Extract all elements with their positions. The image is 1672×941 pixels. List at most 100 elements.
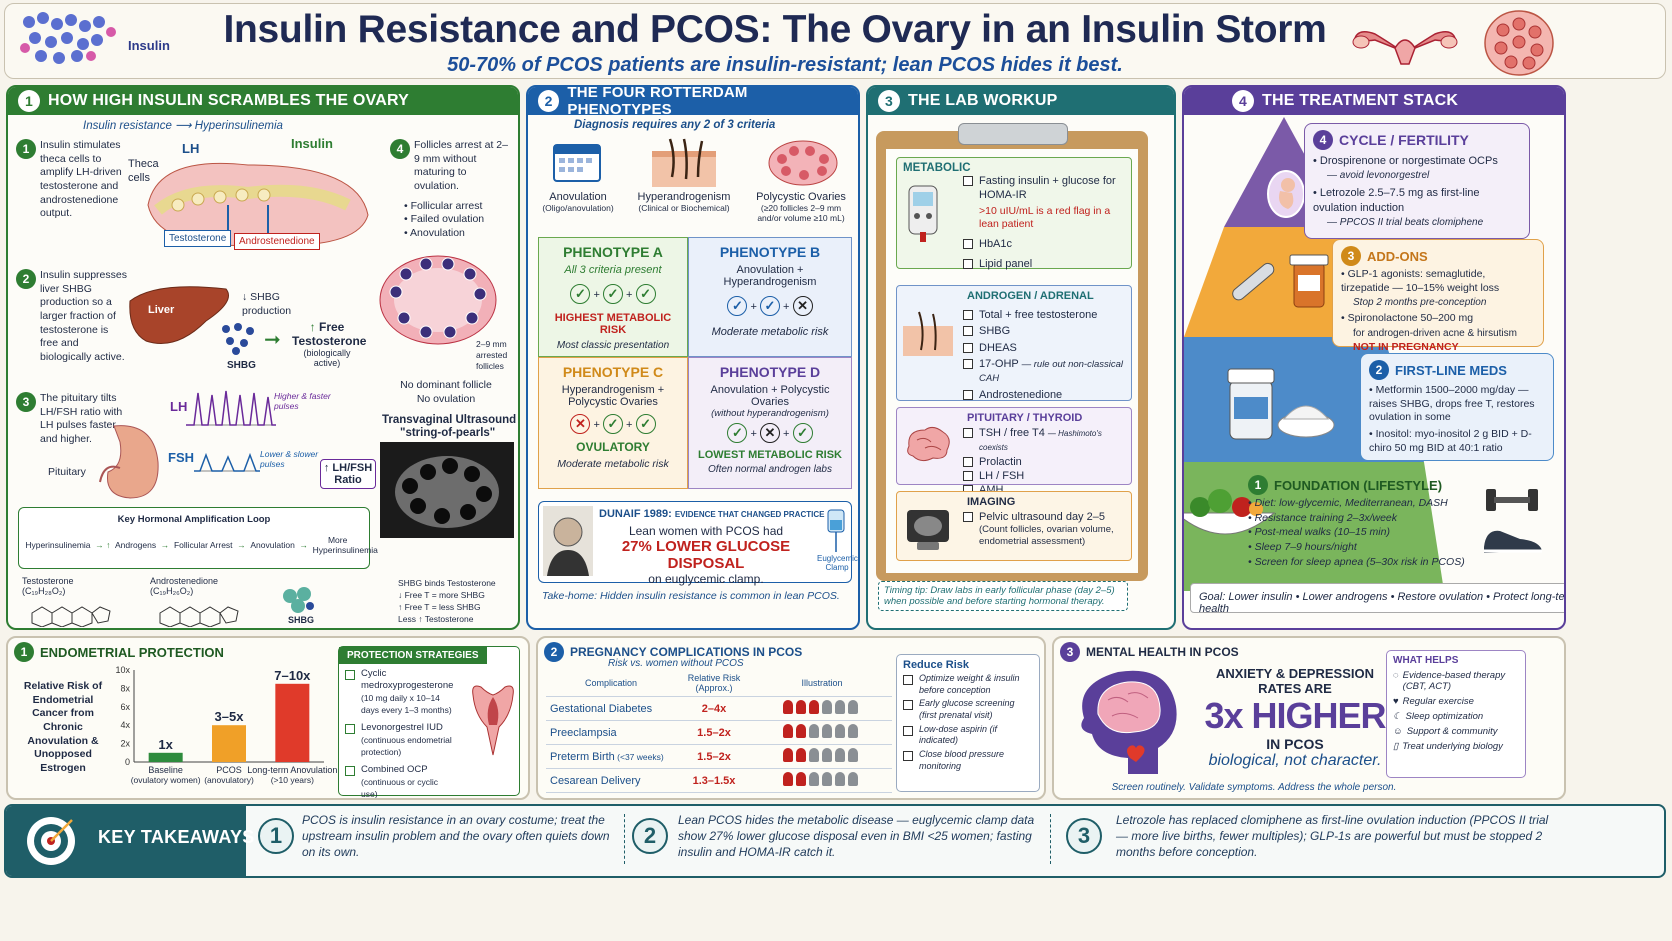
lab-item: Lipid panel — [979, 258, 1033, 271]
lab-item: Fasting insulin + glucose for HOMA-IR — [979, 175, 1116, 202]
shbg-notes: SHBG binds Testosterone ↓ Free T = more … — [398, 578, 496, 626]
person-icon — [835, 772, 845, 786]
category-sub: (ovulatory women) — [131, 775, 201, 785]
clipboard-icon: ▯ — [1393, 741, 1399, 752]
criterion-sub: (≥20 follicles 2–9 mm and/or volume ≥10 … — [757, 203, 845, 223]
hair-follicle-icon — [652, 138, 716, 187]
criterion-sub: (Oligo/anovulation) — [542, 203, 614, 213]
sneaker-icon — [1484, 530, 1542, 553]
lab-item: Pelvic ultrasound day 2–5 — [979, 511, 1105, 523]
insulin-label: Insulin — [291, 136, 333, 151]
section-title: HOW HIGH INSULIN SCRAMBLES THE OVARY — [48, 92, 409, 109]
tier-bullet: Drospirenone or norgestimate OCPs — [1319, 155, 1498, 167]
person-icon — [822, 724, 832, 738]
tier-bullet: Metformin 1500–2000 mg/day — raises SHBG… — [1369, 384, 1535, 424]
fsh-pulse-graph — [194, 452, 260, 472]
lh-fsh-ratio-box: ↑ LH/FSH Ratio — [320, 459, 376, 489]
takeaways-title: KEY TAKEAWAYS — [98, 827, 255, 847]
tier-cycle-fertility: 4 CYCLE / FERTILITY • Drospirenone or nor… — [1304, 123, 1530, 239]
fetus-icon — [1267, 170, 1305, 218]
endometrial-header: 1 ENDOMETRIAL PROTECTION — [14, 642, 224, 662]
risk-action: Close blood pressure monitoring — [919, 749, 1005, 771]
target-icon — [27, 817, 75, 865]
tier-bullet: Screen for sleep apnea (5–30x risk in PC… — [1254, 555, 1465, 568]
heart-icon: ♥ — [1393, 696, 1399, 707]
phenotype-sub: Anovulation + Hyperandrogenism — [723, 264, 817, 288]
phenotype-sub: Anovulation + Polycystic Ovaries — [710, 384, 830, 408]
lab-note: (Count follicles, ovarian volume, endome… — [979, 524, 1114, 547]
reduce-risk-title: Reduce Risk — [903, 659, 970, 671]
risk-action: Early glucose screening (first prenatal … — [919, 698, 1015, 721]
phenotype-note: Often normal androgen labs — [708, 464, 832, 475]
tier-bullet: Spironolactone 50–200 mg — [1347, 312, 1474, 325]
section-4-header: 4 THE TREATMENT STACK — [1184, 87, 1564, 115]
pituitary-label: Pituitary — [48, 466, 86, 478]
phenotype-risk: HIGHEST METABOLIC RISK — [554, 312, 672, 336]
lab-group-title: METABOLIC — [903, 162, 971, 174]
tier-bullet: Resistance training 2–3x/week — [1254, 511, 1398, 524]
relative-risk: 1.5–2x — [676, 720, 752, 745]
mental-footnote: Screen routinely. Validate symptoms. Add… — [1111, 782, 1397, 793]
table-row: Cesarean Delivery 1.3–1.5x — [546, 768, 892, 793]
pregnancy-table: Complication Relative Risk (Approx.) Ill… — [546, 670, 892, 793]
person-icon — [835, 700, 845, 714]
tier-title: FIRST-LINE MEDS — [1395, 362, 1507, 378]
section-ovary-mechanism: 1 HOW HIGH INSULIN SCRAMBLES THE OVARY I… — [6, 85, 520, 630]
takeaway-number: 2 — [632, 818, 668, 854]
tier-title: ADD-ONS — [1367, 248, 1428, 264]
lh-pulse-label: LH — [170, 399, 188, 414]
criterion-label: Polycystic Ovaries — [756, 191, 846, 203]
data-label: 7–10x — [274, 668, 311, 683]
iv-bag-icon — [827, 509, 845, 552]
step-text: Insulin stimulates theca cells to amplif… — [40, 139, 122, 220]
complication-name: Preeclampsia — [546, 720, 676, 745]
takeaway-1: PCOS is insulin resistance in an ovary c… — [302, 813, 610, 860]
shbg-label: SHBG — [227, 360, 256, 371]
tier-bullet: Diet: low-glycemic, Mediterranean, DASH — [1254, 497, 1448, 509]
insulin-molecule-icon — [20, 12, 116, 64]
lab-item: TSH / free T4 — [979, 427, 1045, 439]
lab-imaging: IMAGING Pelvic ultrasound day 2–5 (Count… — [896, 491, 1132, 561]
amplification-loop: Key Hormonal Amplification Loop Hyperins… — [18, 507, 378, 569]
person-icon — [783, 748, 793, 762]
polycystic-ovary-icon — [768, 140, 838, 186]
criteria-marks: ✓ + ✕ + ✓ — [693, 423, 847, 443]
phenotype-sub: All 3 criteria present — [564, 264, 662, 276]
stat-line: IN PCOS — [1266, 735, 1324, 752]
lab-androgen: ANDROGEN / ADRENAL Total + free testoste… — [896, 285, 1132, 401]
phenotype-risk: Moderate metabolic risk — [711, 326, 829, 338]
dumbbell-icon — [1486, 489, 1538, 511]
brain-icon — [907, 426, 950, 462]
tier-foundation: 1 FOUNDATION (LIFESTYLE) • Diet: low-glyc… — [1240, 469, 1480, 568]
data-label: 3–5x — [215, 709, 245, 724]
loop-step: Follicular Arrest — [173, 540, 233, 550]
y-tick-label: 6x — [120, 702, 130, 712]
phenotype-title: PHENOTYPE D — [719, 364, 821, 380]
bullet: Follicular arrest — [410, 199, 483, 212]
shbg-binding-icon — [283, 587, 314, 613]
bullet: Failed ovulation — [410, 213, 485, 226]
stat-line: RATES ARE — [1258, 681, 1332, 696]
step-text: Follicles arrest at 2–9 mm without matur… — [414, 139, 508, 192]
lab-item: SHBG — [979, 325, 1011, 338]
complication-name: Cesarean Delivery — [546, 768, 676, 793]
takeaway-3: Letrozole has replaced clomiphene as fir… — [1116, 813, 1549, 860]
takeaway-number: 1 — [258, 818, 294, 854]
mol-name: Androstenedione — [150, 576, 219, 586]
moon-icon: ☾ — [1393, 711, 1402, 722]
mol-formula: (C₁₉H₂₆O₂) — [150, 586, 194, 596]
tier-number: 2 — [1369, 360, 1389, 380]
person-icon — [835, 724, 845, 738]
criterion-label: Anovulation — [549, 191, 607, 203]
vegetables-bowl-icon — [1184, 489, 1276, 535]
shbg-production-label: ↓ SHBG production — [242, 291, 292, 317]
col-header: Complication — [546, 670, 676, 697]
risk-action: Optimize weight & insulin before concept… — [919, 673, 1020, 695]
y-tick-label: 8x — [120, 683, 130, 693]
lab-item: DHEAS — [979, 341, 1017, 354]
section-rotterdam-phenotypes: 2 THE FOUR ROTTERDAM PHENOTYPES Diagnosi… — [526, 85, 860, 630]
clamp-label: Euglycemic Clamp — [817, 554, 858, 572]
tier-first-line: 2 FIRST-LINE MEDS • Metformin 1500–2000 m… — [1360, 353, 1554, 461]
table-row: Preterm Birth (<37 weeks) 1.5–2x — [546, 744, 892, 769]
tier-number: 3 — [1341, 246, 1361, 266]
